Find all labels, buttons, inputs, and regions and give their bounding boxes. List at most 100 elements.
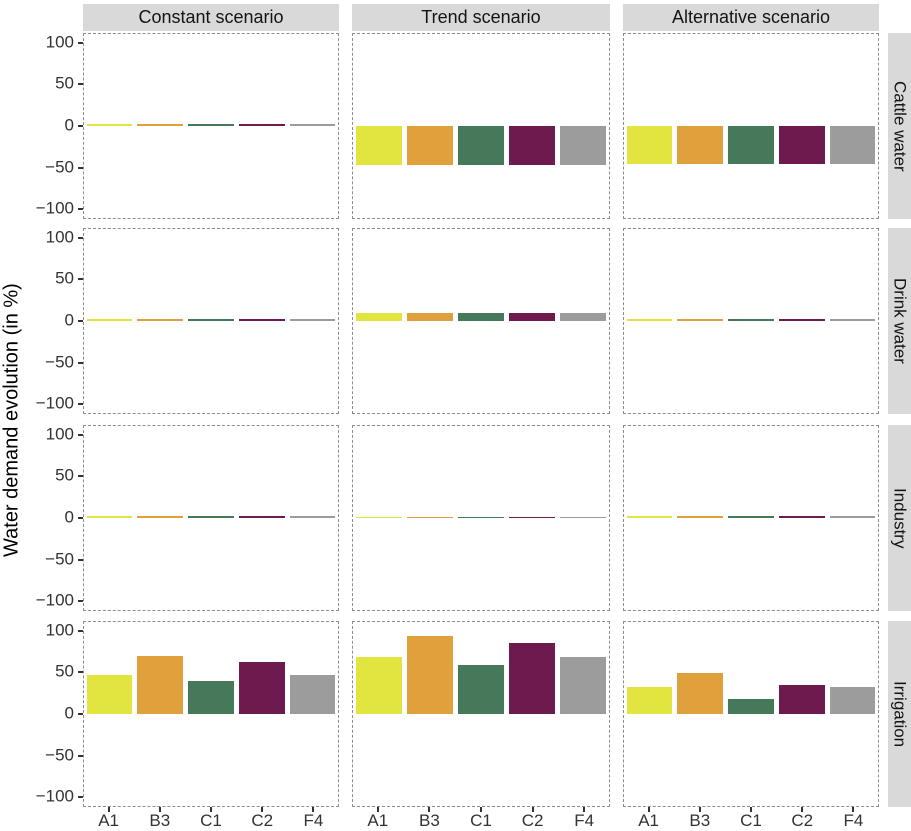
bar-b3 [677, 126, 724, 164]
panel-industry-trend-scenario [352, 425, 610, 611]
bar-b3 [406, 312, 453, 321]
x-tick-label: B3 [418, 811, 440, 830]
x-tick-label: F4 [574, 811, 595, 830]
bar-a1 [626, 126, 673, 164]
y-tick-mark [78, 629, 83, 632]
x-tick-mark [583, 807, 586, 812]
y-tick-label: −50 [45, 549, 74, 569]
bar-c2 [778, 685, 825, 714]
y-tick-mark [78, 125, 83, 127]
panel-industry-alternative-scenario [623, 425, 879, 611]
bar-b3 [406, 126, 453, 166]
bar-c2 [238, 123, 285, 126]
x-tick-mark [210, 807, 212, 812]
y-axis-irrigation: 100 50 0 −50 −100 [24, 621, 83, 807]
bar-c1 [728, 126, 774, 164]
y-tick-mark [78, 361, 83, 364]
x-tick-mark [750, 807, 752, 812]
x-tick-label: C1 [470, 811, 492, 830]
bar-c2 [509, 642, 556, 714]
bar-b3 [137, 123, 184, 126]
y-tick-label: 0 [64, 115, 74, 135]
bar-b3 [137, 655, 184, 714]
y-axis-title: Water demand evolution (in %) [0, 283, 23, 557]
bar-a1 [626, 319, 673, 321]
y-tick-label: 0 [64, 310, 74, 330]
y-tick-label: 100 [45, 620, 74, 640]
x-tick-mark [312, 807, 315, 812]
bar-b3 [137, 515, 184, 518]
panel-industry-constant-scenario [83, 425, 339, 611]
x-tick-mark [480, 807, 482, 812]
bar-a1 [355, 126, 402, 166]
bar-a1 [626, 686, 673, 714]
x-tick-label: C1 [200, 811, 222, 830]
y-tick-label: −100 [35, 786, 74, 806]
bar-c1 [728, 516, 774, 518]
x-axis-alternative-scenario: A1 B3 C1 C2 F4 [623, 807, 879, 830]
bar-c1 [457, 517, 505, 519]
bar-a1 [86, 318, 133, 321]
bar-a1 [86, 674, 133, 714]
y-axis-cattle-water: 100 50 0 −50 −100 [24, 33, 83, 219]
panel-drink-water-alternative-scenario [623, 228, 879, 414]
y-tick-mark [78, 208, 83, 211]
x-tick-label: F4 [843, 811, 864, 830]
y-tick-label: −100 [35, 590, 74, 610]
bar-b3 [137, 318, 184, 321]
bar-f4 [829, 686, 876, 714]
y-tick-mark [78, 320, 83, 322]
bar-c2 [778, 516, 825, 518]
bar-c1 [188, 515, 234, 518]
facet-row-strip-drink-water: Drink water [888, 228, 911, 414]
x-tick-label: C2 [521, 811, 544, 830]
bar-c1 [457, 664, 505, 714]
y-tick-label: −50 [45, 157, 74, 177]
y-tick-mark [78, 475, 83, 478]
bar-c2 [509, 312, 556, 321]
panel-cattle-water-trend-scenario [352, 33, 610, 219]
panel-cattle-water-alternative-scenario [623, 33, 879, 219]
x-tick-label: A1 [367, 811, 389, 830]
y-axis-drink-water: 100 50 0 −50 −100 [24, 228, 83, 414]
y-tick-label: 50 [55, 74, 74, 94]
y-tick-label: 100 [45, 424, 74, 444]
y-tick-mark [78, 671, 83, 674]
x-axis-constant-scenario: A1 B3 C1 C2 F4 [83, 807, 339, 830]
facet-column-strip-alternative-scenario: Alternative scenario [623, 4, 879, 31]
x-tick-label: B3 [689, 811, 711, 830]
bar-c1 [188, 681, 234, 714]
bar-c2 [238, 515, 285, 518]
bar-c1 [457, 126, 505, 166]
y-tick-mark [78, 41, 83, 44]
bar-a1 [355, 517, 402, 519]
y-tick-mark [78, 713, 83, 715]
y-tick-mark [78, 433, 83, 436]
x-tick-mark [376, 807, 379, 812]
x-tick-label: C2 [791, 811, 814, 830]
facet-column-strip-constant-scenario: Constant scenario [83, 4, 339, 31]
bar-f4 [829, 516, 876, 518]
facet-column-strip-trend-scenario: Trend scenario [352, 4, 610, 31]
y-tick-mark [78, 796, 83, 799]
y-tick-label: −50 [45, 745, 74, 765]
bar-a1 [355, 312, 402, 321]
panel-irrigation-trend-scenario [352, 621, 610, 807]
bar-a1 [86, 515, 133, 518]
bar-b3 [677, 319, 724, 321]
panel-irrigation-constant-scenario [83, 621, 339, 807]
panel-cattle-water-constant-scenario [83, 33, 339, 219]
panel-drink-water-trend-scenario [352, 228, 610, 414]
x-tick-label: C2 [251, 811, 274, 830]
bar-f4 [289, 515, 336, 518]
y-tick-mark [78, 236, 83, 239]
y-tick-mark [78, 600, 83, 603]
y-tick-label: 0 [64, 507, 74, 527]
bar-a1 [355, 656, 402, 714]
y-tick-label: 50 [55, 662, 74, 682]
x-tick-mark [698, 807, 701, 812]
x-tick-mark [647, 807, 650, 812]
y-tick-mark [78, 278, 83, 281]
x-tick-mark [261, 807, 264, 812]
